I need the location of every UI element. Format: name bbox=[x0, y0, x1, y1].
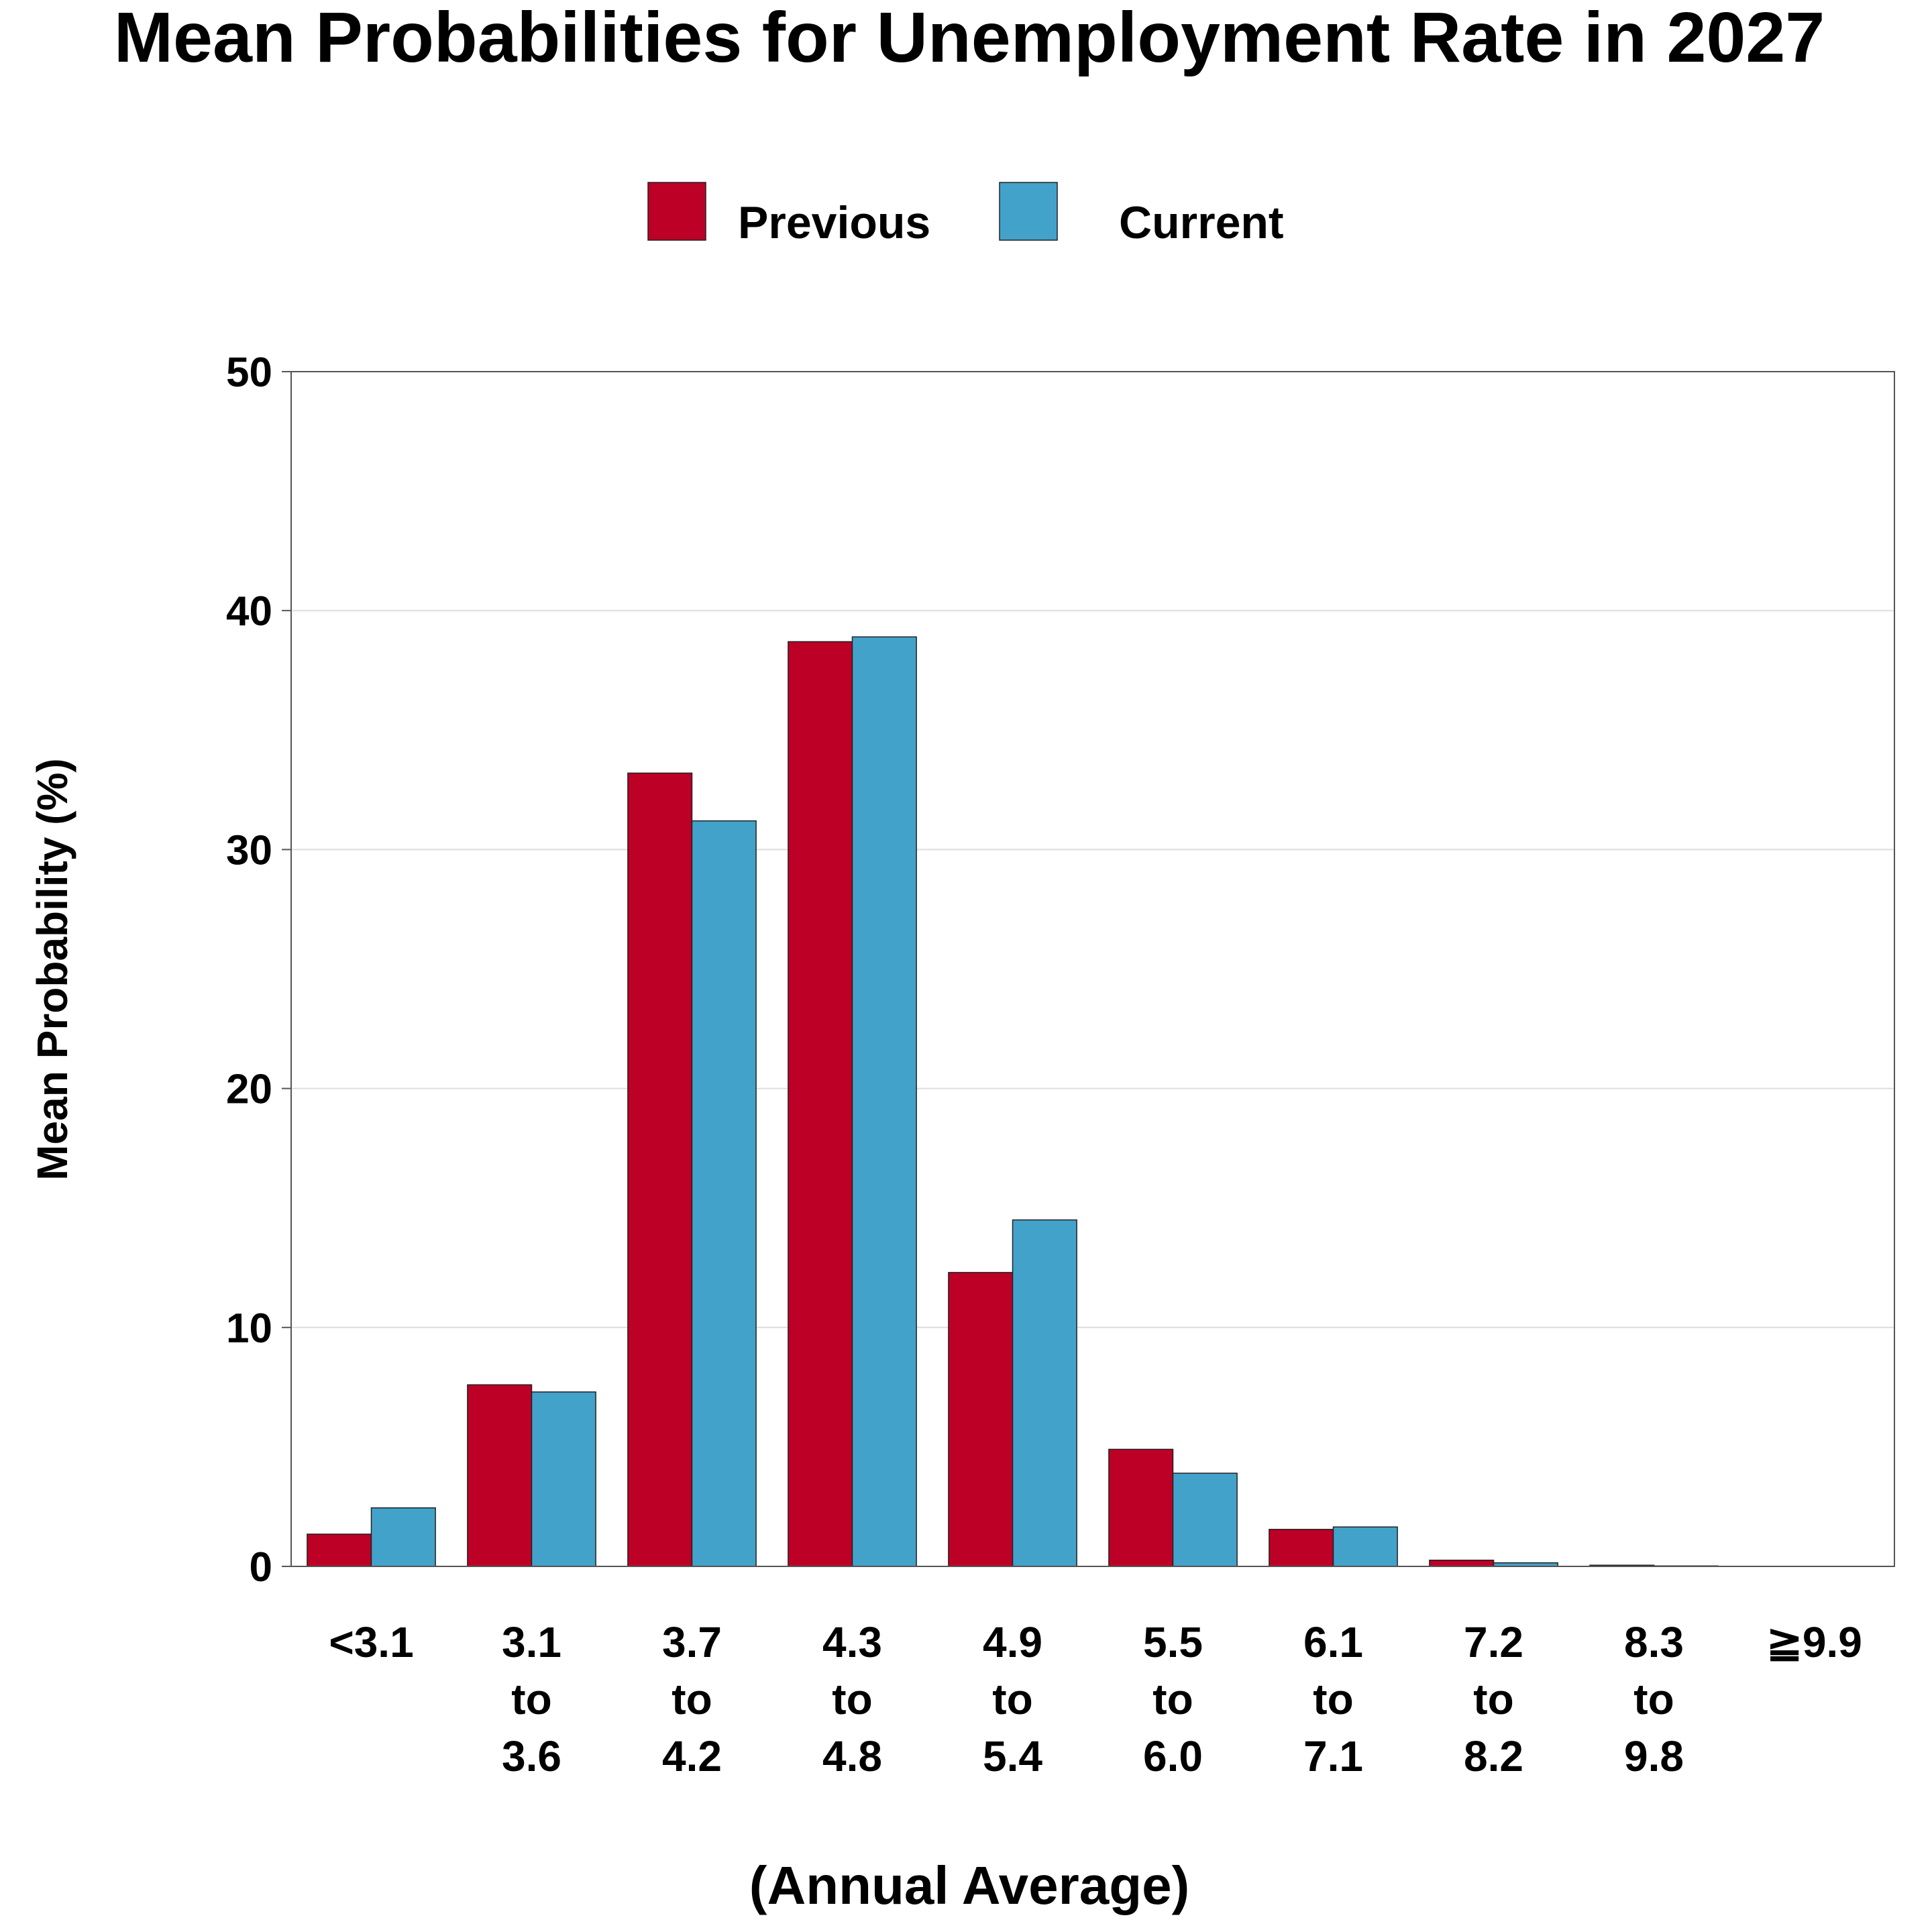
x-tick-label: to bbox=[511, 1675, 551, 1723]
y-tick-label: 0 bbox=[250, 1544, 272, 1591]
legend-swatch-previous bbox=[647, 182, 706, 241]
plot-frame bbox=[290, 371, 1895, 1567]
legend: Previous Current bbox=[647, 182, 1284, 248]
x-tick-label: 4.2 bbox=[662, 1732, 722, 1780]
bar-current bbox=[1172, 1472, 1238, 1567]
x-tick-label: to bbox=[1313, 1675, 1353, 1723]
x-tick-label: 5.5 bbox=[1143, 1618, 1203, 1666]
bar-previous bbox=[627, 772, 693, 1567]
x-axis-label: (Annual Average) bbox=[749, 1856, 1189, 1915]
legend-swatch-current bbox=[999, 182, 1058, 241]
x-tick-label: 4.9 bbox=[983, 1618, 1042, 1666]
x-tick-label: 4.8 bbox=[822, 1732, 882, 1780]
bar-previous bbox=[1269, 1529, 1334, 1567]
x-tick-label: to bbox=[672, 1675, 712, 1723]
x-tick-label: 5.4 bbox=[983, 1732, 1042, 1780]
x-tick-label: 3.6 bbox=[502, 1732, 561, 1780]
x-tick-label: 9.8 bbox=[1624, 1732, 1684, 1780]
y-tick-label: 40 bbox=[226, 588, 272, 635]
x-tick-label: to bbox=[1152, 1675, 1193, 1723]
bar-current bbox=[691, 820, 757, 1567]
bar-previous bbox=[467, 1384, 533, 1567]
x-tick-label: 4.3 bbox=[822, 1618, 882, 1666]
bar-previous bbox=[307, 1534, 372, 1567]
x-tick-label: 6.1 bbox=[1303, 1618, 1363, 1666]
x-tick-label: 3.7 bbox=[662, 1618, 722, 1666]
bar-previous bbox=[1108, 1448, 1174, 1567]
x-tick-label: 7.1 bbox=[1303, 1732, 1363, 1780]
x-tick-label: to bbox=[832, 1675, 872, 1723]
x-tick-label: to bbox=[992, 1675, 1032, 1723]
bar-previous bbox=[948, 1272, 1014, 1567]
x-tick-label: 6.0 bbox=[1143, 1732, 1203, 1780]
legend-label-previous: Previous bbox=[738, 197, 930, 248]
x-tick-label: 3.1 bbox=[502, 1618, 561, 1666]
chart-title: Mean Probabilities for Unemployment Rate… bbox=[114, 0, 1825, 77]
bar-current bbox=[370, 1507, 436, 1567]
legend-label-current: Current bbox=[1119, 197, 1284, 248]
x-tick-label: <3.1 bbox=[329, 1618, 413, 1666]
y-tick-label: 30 bbox=[226, 827, 272, 873]
bar-previous bbox=[1429, 1559, 1495, 1567]
y-tick-label: 50 bbox=[226, 350, 272, 396]
x-tick-label: to bbox=[1633, 1675, 1674, 1723]
bar-current bbox=[531, 1391, 596, 1567]
bar-current bbox=[851, 636, 917, 1567]
y-tick-label: 20 bbox=[226, 1067, 272, 1113]
x-tick-label: 7.2 bbox=[1464, 1618, 1523, 1666]
y-axis-label: Mean Probability (%) bbox=[28, 758, 76, 1180]
bar-current bbox=[1012, 1219, 1077, 1567]
bar-previous bbox=[788, 641, 853, 1567]
bar-current bbox=[1332, 1526, 1398, 1567]
x-tick-label: to bbox=[1473, 1675, 1513, 1723]
y-tick-label: 10 bbox=[226, 1305, 272, 1352]
x-tick-label: 8.3 bbox=[1624, 1618, 1684, 1666]
x-tick-label: 8.2 bbox=[1464, 1732, 1523, 1780]
x-tick-label: ≧9.9 bbox=[1766, 1618, 1862, 1666]
